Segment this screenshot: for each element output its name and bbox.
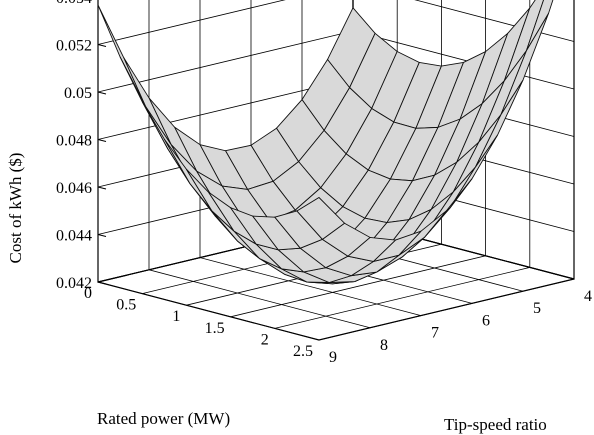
z-gridline <box>97 0 575 45</box>
y-tick-label: 5 <box>533 300 541 317</box>
tick-labels: 0.042 0.044 0.046 0.048 0.05 0.052 0.054 0 0.5 1 1… <box>56 0 592 366</box>
z-tick-label: 0.052 <box>56 38 92 55</box>
z-tick-label: 0.054 <box>56 0 92 7</box>
z-tick-mark <box>97 44 107 47</box>
x-tick-label: 1.5 <box>205 320 225 337</box>
x-tick-label: 2 <box>261 331 269 348</box>
x-tick-label: 0.5 <box>116 297 136 314</box>
z-axis-label: Cost of kWh ($) <box>6 153 25 264</box>
z-tick-label: 0.044 <box>56 228 92 245</box>
x-tick-label: 0 <box>84 285 92 302</box>
y-tick-label: 4 <box>584 288 592 305</box>
y-tick-label: 7 <box>431 325 439 342</box>
y-tick-label: 9 <box>329 349 337 366</box>
surface-cell <box>296 196 346 240</box>
surface-mesh <box>97 0 554 285</box>
z-tick-label: 0.042 <box>56 275 92 292</box>
y-gridline <box>199 0 422 316</box>
z-tick-mark <box>97 234 107 237</box>
z-tick-label: 0.05 <box>64 85 92 102</box>
z-tick-label: 0.048 <box>56 133 92 150</box>
y-axis-label: Tip-speed ratio <box>444 415 547 434</box>
x-tick-label: 1 <box>172 308 180 325</box>
x-axis-label: Rated power (MW) <box>97 409 230 428</box>
surface-cell <box>97 4 147 107</box>
x-tick-label: 2.5 <box>293 343 313 360</box>
z-tick-label: 0.046 <box>56 180 92 197</box>
z-tick-mark <box>97 91 107 95</box>
y-tick-label: 6 <box>482 312 490 329</box>
z-tick-mark <box>97 186 107 190</box>
y-gridline <box>97 0 320 341</box>
y-tick-label: 8 <box>380 337 388 354</box>
z-tick-mark <box>97 139 107 142</box>
y-gridline <box>148 0 371 329</box>
surface-cell <box>148 97 198 172</box>
